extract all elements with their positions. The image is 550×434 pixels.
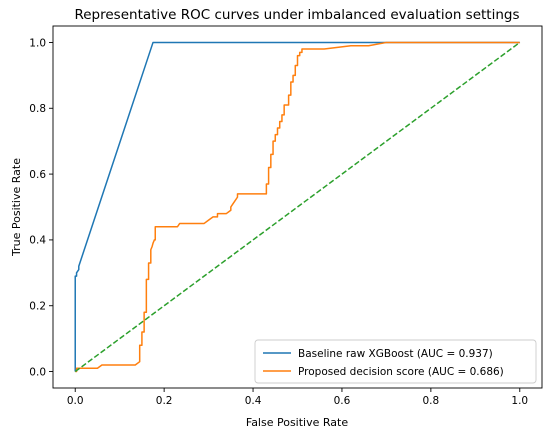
- series-line-proposed-decision-score: [75, 41, 520, 373]
- y-tick-label: 0.6: [29, 169, 46, 181]
- axis-ticks: 0.0 0.2 0.4 0.6 0.8 1.0 0.0 0.2 0.4 0.6 0.8 1.0: [29, 37, 528, 407]
- y-tick-label: 0.4: [29, 235, 46, 247]
- y-axis-label: True Positive Rate: [10, 158, 23, 257]
- x-tick-label: 0.2: [156, 395, 173, 407]
- legend-box: [254, 339, 537, 384]
- legend-label-baseline: Baseline raw XGBoost (AUC = 0.937): [298, 348, 493, 360]
- x-tick-label: 0.0: [67, 395, 84, 407]
- y-tick-label: 1.0: [29, 37, 46, 49]
- x-tick-label: 0.8: [423, 395, 440, 407]
- series-line-baseline-xgboost: [74, 41, 520, 372]
- legend: Baseline raw XGBoost (AUC = 0.937) Propo…: [254, 339, 537, 384]
- y-tick-label: 0.0: [29, 366, 46, 378]
- y-tick-label: 0.8: [29, 103, 46, 115]
- plot-frame: [52, 25, 543, 389]
- legend-label-proposed: Proposed decision score (AUC = 0.686): [298, 366, 504, 378]
- y-tick-label: 0.2: [29, 301, 46, 313]
- x-tick-label: 0.6: [334, 395, 351, 407]
- series-line-chance-diagonal: [74, 41, 521, 373]
- chart-title: Representative ROC curves under imbalanc…: [74, 7, 519, 23]
- plot-area: [74, 41, 521, 373]
- x-tick-label: 1.0: [511, 395, 528, 407]
- x-tick-label: 0.4: [245, 395, 262, 407]
- x-axis-label: False Positive Rate: [246, 416, 348, 429]
